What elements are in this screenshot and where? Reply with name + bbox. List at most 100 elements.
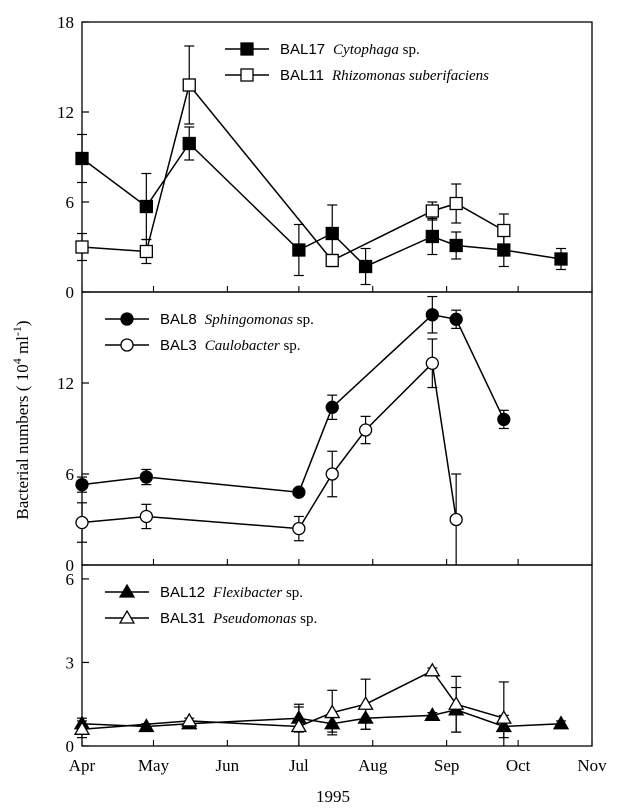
data-point: [552, 715, 570, 730]
data-point: [325, 400, 339, 414]
y-tick-label: 0: [66, 556, 75, 575]
x-axis-title: 1995: [316, 787, 350, 806]
legend-label: BAL17 Cytophaga sp.: [280, 41, 420, 58]
series-bal17: [75, 126, 568, 286]
series-bal11: [75, 45, 511, 268]
y-tick-label: 6: [66, 465, 75, 484]
legend-marker: [240, 42, 254, 56]
data-point: [139, 199, 153, 214]
data-point: [75, 240, 89, 254]
data-point: [449, 196, 463, 211]
panel-frame: [81, 291, 593, 566]
legend-suffix: sp.: [280, 338, 301, 354]
legend-strain: BAL3: [160, 337, 197, 354]
y-axis-title-part: 4: [10, 358, 24, 364]
data-point: [182, 136, 196, 151]
data-point: [495, 709, 512, 724]
y-axis-title-part: Bacterial numbers ( 10: [13, 364, 32, 519]
legend-suffix: sp.: [282, 585, 303, 601]
data-point: [290, 718, 308, 733]
series-line: [81, 669, 505, 731]
legend-strain: BAL17: [280, 41, 325, 58]
legend-species: Pseudomonas: [212, 611, 296, 627]
data-point: [449, 312, 463, 326]
y-tick-label: 0: [66, 737, 75, 756]
data-point: [292, 485, 306, 499]
data-point: [448, 695, 465, 710]
data-point: [497, 223, 511, 238]
data-point: [139, 509, 153, 524]
legend-suffix: sp.: [293, 312, 314, 328]
legend-strain: BAL8: [160, 311, 197, 328]
y-tick-label: 18: [57, 13, 74, 32]
data-point: [425, 229, 439, 244]
y-tick-label: 0: [66, 283, 75, 302]
y-axis-title-part: ): [13, 320, 32, 326]
legend-strain: BAL11: [280, 67, 324, 84]
data-point: [75, 151, 89, 166]
legend-species: Flexibacter: [212, 585, 282, 601]
y-tick-label: 6: [66, 570, 75, 589]
data-point: [358, 423, 373, 437]
legend-species: Rhizomonas suberifaciens: [331, 68, 489, 84]
data-point: [292, 243, 306, 257]
data-point: [497, 412, 511, 427]
legend-suffix: sp.: [296, 611, 317, 627]
x-tick-label: Jun: [216, 756, 240, 775]
x-tick-label: Aug: [358, 756, 388, 775]
data-point: [554, 252, 568, 266]
legend-marker: [120, 312, 134, 326]
series-line: [81, 142, 562, 268]
x-tick-label: May: [138, 756, 170, 775]
y-tick-label: 6: [66, 193, 75, 212]
data-point: [139, 470, 153, 484]
legend-species: Caulobacter: [205, 338, 280, 354]
data-point: [182, 78, 196, 92]
data-point: [449, 512, 463, 527]
y-axis-title-part: ml: [13, 336, 32, 358]
legend-marker: [118, 583, 136, 598]
legend-marker: [120, 338, 134, 352]
panel-frame: [81, 564, 593, 747]
legend-marker: [118, 609, 136, 624]
data-point: [424, 707, 441, 722]
legend-suffix: sp.: [399, 42, 420, 58]
y-tick-label: 12: [57, 374, 74, 393]
data-point: [75, 477, 89, 492]
data-point: [138, 718, 155, 733]
y-axis-title: Bacterial numbers ( 104 ml-1): [10, 320, 32, 519]
data-point: [425, 308, 439, 322]
data-point: [325, 253, 339, 268]
data-point: [181, 712, 198, 727]
series-line: [81, 83, 505, 262]
y-tick-label: 12: [57, 103, 74, 122]
legend-marker: [240, 68, 254, 82]
x-tick-label: Sep: [434, 756, 460, 775]
x-tick-label: Jul: [289, 756, 309, 775]
data-point: [139, 244, 153, 259]
series-bal12: [73, 686, 570, 739]
y-axis-title-part: -1: [10, 326, 24, 336]
data-point: [449, 238, 463, 253]
legend-label: BAL31 Pseudomonas sp.: [160, 610, 317, 627]
data-point: [292, 521, 306, 536]
legend-strain: BAL31: [160, 610, 205, 627]
panel-1: 0 6 12 18 BAL17 Cytophaga sp. BAL11 Rhizomonas …: [57, 13, 593, 302]
y-tick-label: 3: [66, 653, 75, 672]
legend-label: BAL3 Caulobacter sp.: [160, 337, 301, 354]
x-tick-label: Nov: [577, 756, 607, 775]
x-tick-label: Oct: [506, 756, 531, 775]
data-point: [325, 226, 339, 241]
x-tick-label: Apr: [69, 756, 96, 775]
data-point: [73, 721, 91, 735]
series-line: [81, 709, 562, 728]
legend-label: BAL8 Sphingomonas sp.: [160, 311, 314, 328]
series-bal3: [75, 338, 463, 565]
data-point: [425, 356, 439, 370]
legend-strain: BAL12: [160, 584, 205, 601]
legend-species: Cytophaga: [333, 42, 399, 58]
legend-species: Sphingomonas: [205, 312, 294, 328]
